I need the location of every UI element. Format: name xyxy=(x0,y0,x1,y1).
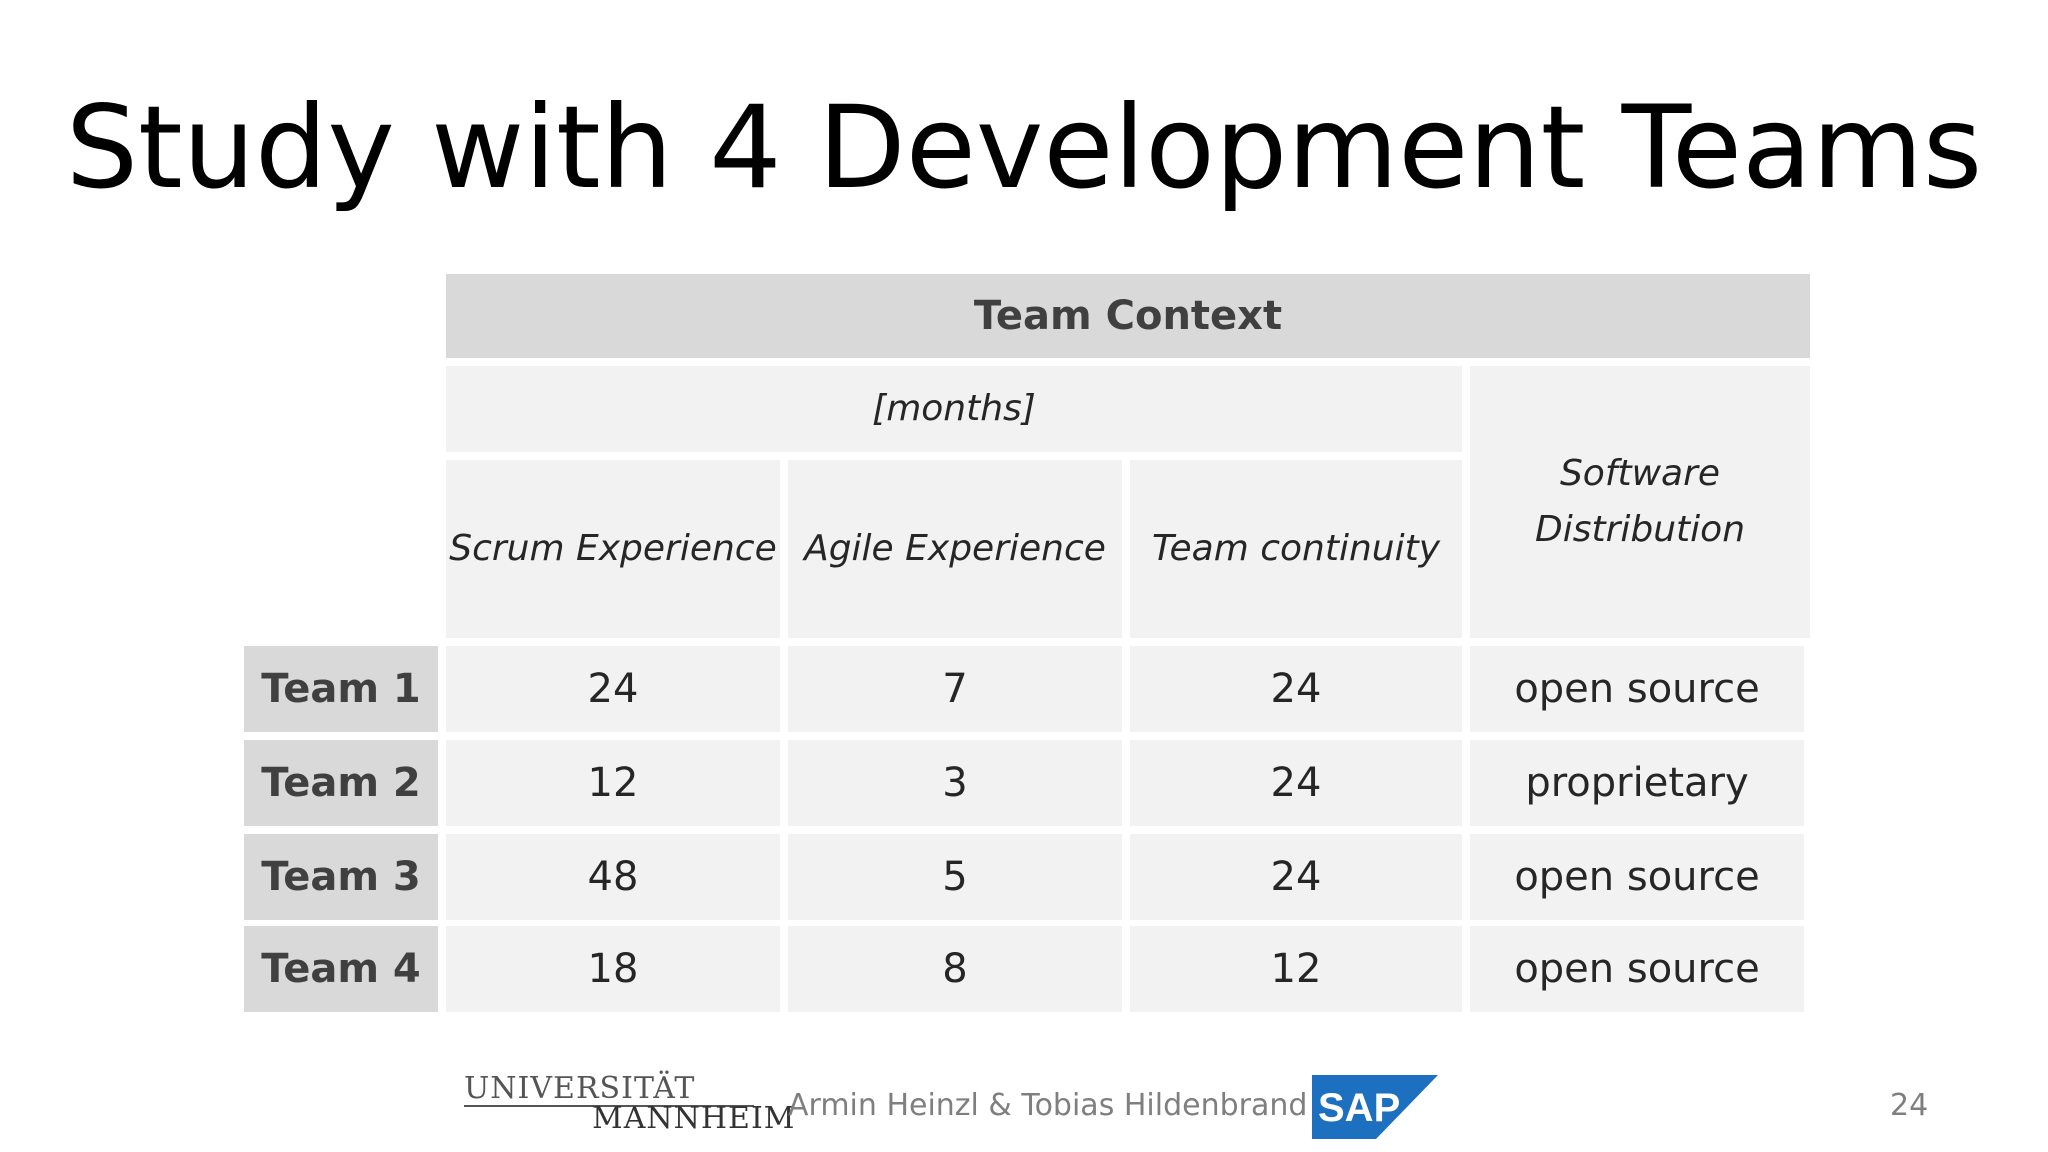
footer-authors: Armin Heinzl & Tobias Hildenbrand xyxy=(788,1088,1308,1123)
table-group-header: Team Context xyxy=(446,274,1810,358)
university-logo: UNIVERSITÄT MANNHEIM xyxy=(464,1071,795,1138)
column-header-team-continuity: Team continuity xyxy=(1130,460,1462,638)
slide-title: Study with 4 Development Teams xyxy=(65,81,1983,214)
row-header-team-4: Team 4 xyxy=(244,926,438,1012)
cell-team-1-continuity: 24 xyxy=(1130,646,1462,732)
column-header-scrum-experience: Scrum Experience xyxy=(446,460,780,638)
cell-team-2-continuity: 24 xyxy=(1130,740,1462,826)
university-logo-rule xyxy=(464,1105,754,1107)
cell-team-3-continuity: 24 xyxy=(1130,834,1462,920)
cell-team-1-agile: 7 xyxy=(788,646,1122,732)
university-logo-line2: MANNHEIM xyxy=(592,1101,796,1136)
cell-team-4-distribution: open source xyxy=(1470,926,1804,1012)
university-logo-line1: UNIVERSITÄT xyxy=(464,1071,696,1106)
cell-team-4-scrum: 18 xyxy=(446,926,780,1012)
column-header-agile-experience: Agile Experience xyxy=(788,460,1122,638)
sap-logo: SAP xyxy=(1312,1075,1438,1139)
row-header-team-1: Team 1 xyxy=(244,646,438,732)
page-number: 24 xyxy=(1890,1088,1929,1123)
cell-team-2-distribution: proprietary xyxy=(1470,740,1804,826)
row-header-team-2: Team 2 xyxy=(244,740,438,826)
cell-team-1-distribution: open source xyxy=(1470,646,1804,732)
cell-team-4-continuity: 12 xyxy=(1130,926,1462,1012)
column-header-software-distribution: Software Distribution xyxy=(1470,366,1810,638)
cell-team-4-agile: 8 xyxy=(788,926,1122,1012)
sap-logo-text: SAP xyxy=(1318,1086,1400,1130)
row-header-team-3: Team 3 xyxy=(244,834,438,920)
cell-team-3-agile: 5 xyxy=(788,834,1122,920)
cell-team-3-distribution: open source xyxy=(1470,834,1804,920)
cell-team-2-scrum: 12 xyxy=(446,740,780,826)
table-units-header: [months] xyxy=(446,366,1462,452)
cell-team-2-agile: 3 xyxy=(788,740,1122,826)
cell-team-1-scrum: 24 xyxy=(446,646,780,732)
cell-team-3-scrum: 48 xyxy=(446,834,780,920)
